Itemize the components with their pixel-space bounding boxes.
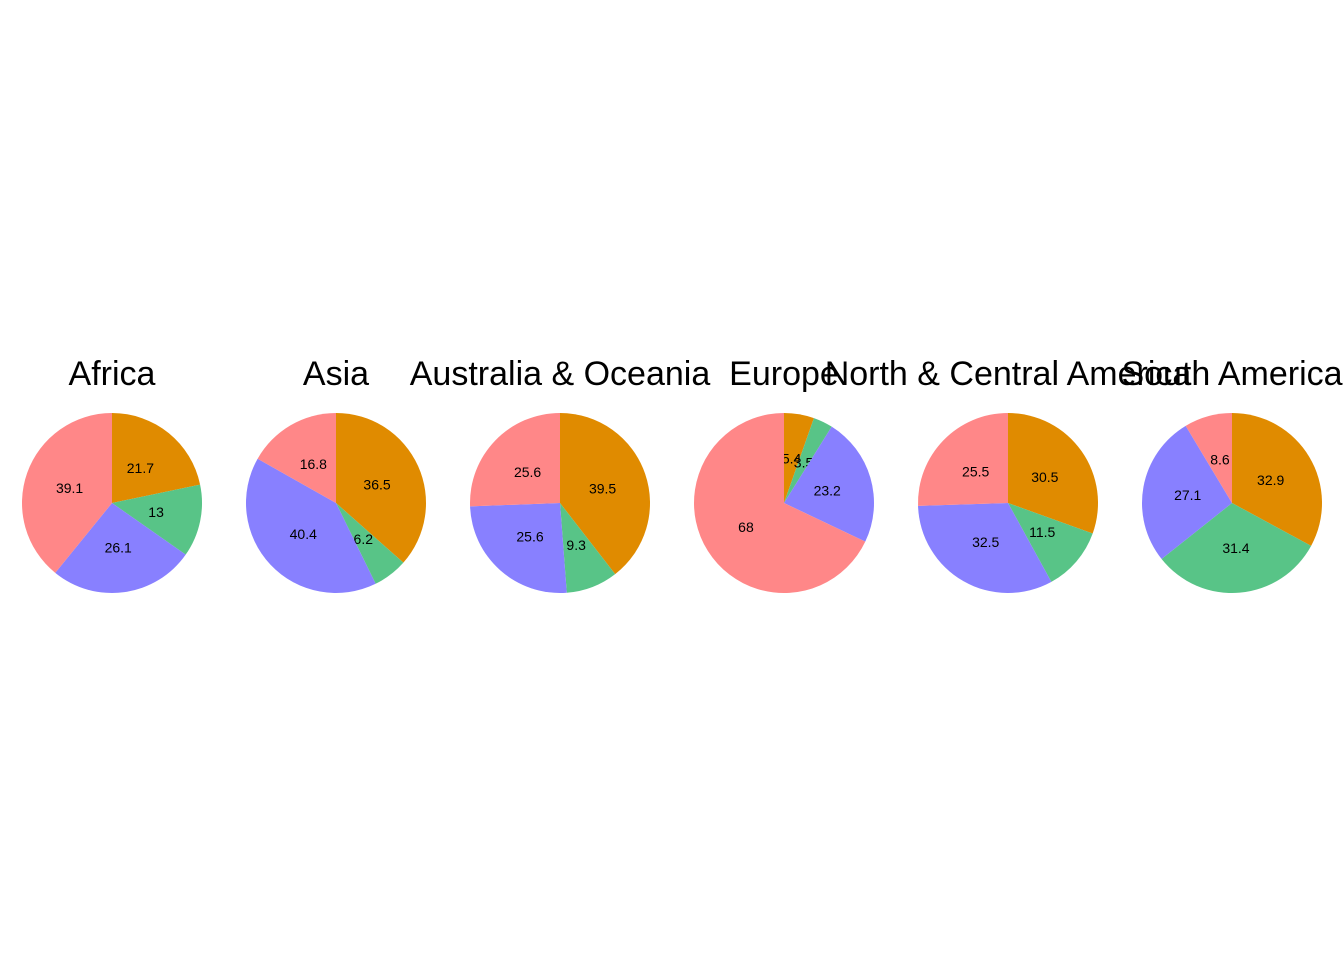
slice-label: 21.7	[127, 460, 154, 476]
pie-slice	[470, 503, 567, 594]
slice-label: 39.5	[589, 480, 616, 496]
pie-slice	[55, 503, 186, 594]
slice-label: 11.5	[1029, 524, 1055, 540]
pie-slice	[257, 413, 336, 503]
pie-slice	[1141, 425, 1232, 560]
pie-slice	[560, 503, 616, 593]
pie-title: North & Central America	[825, 355, 1192, 393]
pie-slice	[1185, 413, 1232, 503]
pie-slice	[1008, 413, 1098, 534]
slice-label: 39.1	[56, 480, 83, 496]
slice-label: 30.5	[1031, 469, 1058, 485]
slice-label: 5.4	[782, 451, 802, 467]
pie-title: Asia	[303, 355, 369, 393]
pie-slice	[784, 426, 875, 542]
slice-label: 25.5	[962, 464, 989, 480]
slice-label: 16.8	[300, 456, 327, 472]
pie-2: 39.5 9.3 25.6 25.6	[469, 413, 650, 594]
slice-label: 25.6	[514, 464, 541, 480]
pie-slice	[245, 458, 376, 594]
pie-slice	[784, 418, 832, 503]
pie-0: 21.7 13 26.1 39.1	[22, 413, 203, 594]
slice-label: 68	[738, 519, 754, 535]
slice-label: 40.4	[290, 526, 317, 542]
slice-label: 26.1	[105, 540, 132, 556]
pie-slice	[560, 413, 650, 575]
slice-label: 31.4	[1222, 540, 1249, 556]
pie-slice	[469, 413, 560, 507]
pie-title: Africa	[69, 355, 156, 393]
pie-slice	[918, 503, 1052, 593]
slice-label: 27.1	[1174, 487, 1201, 503]
slice-label: 25.6	[516, 529, 543, 545]
pie-title: Europe	[729, 355, 839, 393]
pie-slice	[694, 413, 866, 594]
pie-1: 36.5 6.2 40.4 16.8	[245, 413, 426, 594]
slice-label: 23.2	[814, 482, 841, 498]
pie-slice	[918, 413, 1008, 506]
slice-label: 6.2	[354, 531, 374, 547]
pie-slice	[112, 413, 201, 503]
pie-3: 5.43.523.268	[694, 413, 875, 594]
pie-slice	[1161, 503, 1312, 593]
pie-slice	[1232, 413, 1322, 546]
slice-label: 8.6	[1210, 452, 1230, 468]
slice-label: 32.5	[972, 534, 999, 550]
pie-4: 30.5 11.5 32.5 25.5	[918, 413, 1098, 593]
pie-slice	[22, 413, 113, 573]
pie-title: Australia & Oceania	[410, 355, 711, 393]
slice-label: 32.9	[1257, 472, 1284, 488]
slice-label: 9.3	[566, 537, 586, 553]
pie-title: South America	[1121, 355, 1342, 393]
pie-slice	[112, 484, 203, 555]
pie-5: 32.9 31.4 27.1 8.6	[1141, 413, 1322, 593]
pie-slice	[336, 503, 404, 584]
pie-slice	[784, 413, 814, 503]
slice-label: 13	[148, 504, 164, 520]
slice-label: 36.5	[363, 477, 390, 493]
pie-slice	[336, 413, 426, 563]
pie-slice	[1008, 503, 1093, 582]
